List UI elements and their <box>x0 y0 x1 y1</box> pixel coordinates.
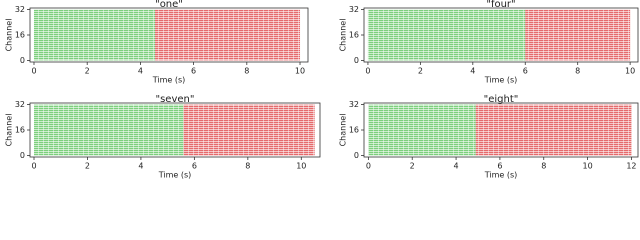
x-tick-label: 0 <box>31 162 36 171</box>
chart-title: "seven" <box>156 94 195 105</box>
y-tick-label: 0 <box>354 56 359 65</box>
x-axis-label: Time (s) <box>152 76 186 85</box>
y-tick-label: 0 <box>354 151 359 160</box>
x-tick-label: 4 <box>138 162 143 171</box>
y-tick-label: 16 <box>349 31 359 40</box>
spike-texture <box>475 104 632 156</box>
y-tick-label: 16 <box>15 31 25 40</box>
y-tick-label: 0 <box>20 151 25 160</box>
x-tick-label: 6 <box>523 67 528 76</box>
x-tick-label: 2 <box>85 67 90 76</box>
y-tick-label: 32 <box>15 5 25 14</box>
chart-title: "four" <box>486 0 515 10</box>
x-tick-label: 8 <box>244 67 249 76</box>
x-axis-label: Time (s) <box>484 171 518 180</box>
x-tick-label: 6 <box>497 162 502 171</box>
x-tick-label: 0 <box>365 67 370 76</box>
y-axis-label: Channel <box>339 19 348 52</box>
x-axis-label: Time (s) <box>158 171 192 180</box>
x-tick-label: 6 <box>192 162 197 171</box>
spike-texture <box>525 9 631 61</box>
spike-texture <box>34 104 184 156</box>
x-tick-label: 10 <box>295 67 305 76</box>
x-tick-label: 8 <box>541 162 546 171</box>
x-tick-label: 2 <box>410 162 415 171</box>
spike-texture <box>183 104 315 156</box>
y-tick-label: 32 <box>349 100 359 109</box>
x-tick-label: 10 <box>582 162 592 171</box>
x-tick-label: 4 <box>138 67 143 76</box>
figure: 0 2 4 6 8 10 0 16 32 "one" Time (s) Channel 0 2 4 6 8 10 0… <box>5 0 639 180</box>
y-tick-label: 0 <box>20 56 25 65</box>
spike-texture <box>33 9 156 61</box>
x-tick-label: 4 <box>454 162 459 171</box>
x-tick-label: 0 <box>366 162 371 171</box>
x-tick-label: 2 <box>418 67 423 76</box>
x-tick-label: 6 <box>191 67 196 76</box>
x-tick-label: 0 <box>31 67 36 76</box>
x-tick-label: 8 <box>575 67 580 76</box>
y-axis-label: Channel <box>5 19 14 52</box>
chart-title: "eight" <box>484 94 519 105</box>
x-tick-label: 2 <box>85 162 90 171</box>
chart-title: "one" <box>155 0 183 10</box>
x-tick-label: 10 <box>296 162 306 171</box>
x-tick-label: 10 <box>625 67 635 76</box>
spike-texture <box>155 9 301 61</box>
x-tick-label: 8 <box>245 162 250 171</box>
spike-texture <box>367 9 526 61</box>
y-tick-label: 16 <box>349 126 359 135</box>
y-tick-label: 16 <box>15 126 25 135</box>
x-axis-label: Time (s) <box>484 76 518 85</box>
x-tick-label: 12 <box>626 162 636 171</box>
x-tick-label: 4 <box>470 67 475 76</box>
y-tick-label: 32 <box>15 100 25 109</box>
y-axis-label: Channel <box>5 114 14 147</box>
spike-texture <box>368 104 476 156</box>
y-axis-label: Channel <box>339 114 348 147</box>
y-tick-label: 32 <box>349 5 359 14</box>
